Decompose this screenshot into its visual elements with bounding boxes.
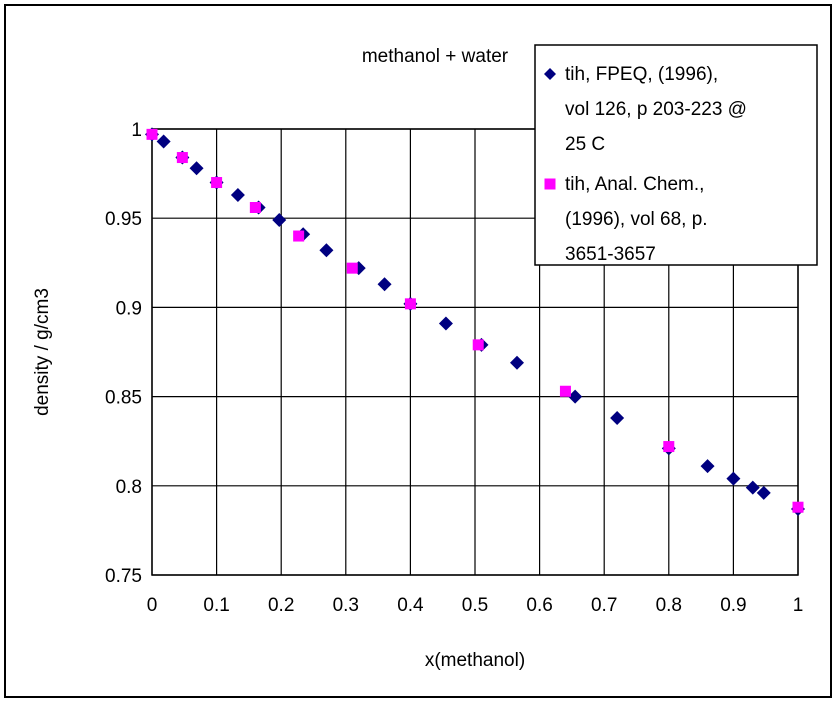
x-axis-title: x(methanol)	[425, 650, 525, 671]
chart-title: methanol + water	[362, 46, 509, 67]
data-point-diamond	[377, 277, 392, 292]
x-tick-label: 1	[793, 595, 804, 616]
legend-label: tih, Anal. Chem.,	[565, 174, 704, 195]
x-tick-label: 0	[147, 595, 158, 616]
legend-box	[534, 44, 818, 266]
y-tick-label: 0.9	[116, 298, 142, 319]
y-axis-title: density / g/cm3	[32, 288, 53, 416]
data-point-diamond	[319, 243, 334, 258]
data-point-diamond	[745, 480, 760, 495]
x-tick-label: 0.1	[203, 595, 229, 616]
legend-label: tih, FPEQ, (1996),	[565, 64, 718, 85]
legend-item-1: tih, FPEQ, (1996), vol 126, p 203-223 @ 25…	[544, 64, 747, 155]
data-point-diamond	[700, 459, 715, 474]
data-point-diamond	[610, 411, 625, 426]
x-tick-label: 0.9	[720, 595, 746, 616]
data-point-square	[211, 177, 223, 189]
x-tick-label: 0.6	[526, 595, 552, 616]
data-points	[145, 127, 805, 516]
data-point-square	[293, 230, 305, 242]
data-point-diamond	[438, 316, 453, 331]
legend-label: vol 126, p 203-223 @	[565, 99, 747, 120]
data-point-square	[346, 262, 358, 274]
legend-label: (1996), vol 68, p.	[565, 209, 708, 230]
series-2	[146, 128, 804, 513]
y-tick-label: 1	[131, 120, 142, 141]
data-point-square	[146, 128, 158, 140]
legend-marker-diamond	[544, 68, 556, 80]
data-point-square	[559, 385, 571, 397]
legend-item-2: tih, Anal. Chem., (1996), vol 68, p. 3651-…	[544, 174, 708, 265]
x-tick-label: 0.8	[656, 595, 682, 616]
data-point-diamond	[230, 188, 245, 203]
data-point-square	[404, 298, 416, 310]
x-tick-label: 0.2	[268, 595, 294, 616]
data-point-diamond	[272, 212, 287, 227]
data-point-square	[472, 339, 484, 351]
plot-area-border	[151, 128, 799, 576]
data-point-diamond	[189, 161, 204, 176]
x-tick-label: 0.5	[462, 595, 488, 616]
y-tick-label: 0.95	[105, 209, 142, 230]
legend-label: 3651-3657	[565, 244, 656, 265]
data-point-square	[249, 201, 261, 213]
data-point-diamond	[568, 389, 583, 404]
y-tick-label: 0.75	[105, 566, 142, 587]
y-tick-label: 0.8	[116, 477, 142, 498]
y-tick-label: 0.85	[105, 388, 142, 409]
y-tick-labels: 0.75 0.8 0.85 0.9 0.95 1	[105, 120, 142, 587]
data-point-diamond	[156, 134, 171, 149]
data-point-square	[792, 501, 804, 513]
data-point-diamond	[726, 471, 741, 486]
legend-marker-square	[544, 178, 556, 190]
legend-label: 25 C	[565, 134, 605, 155]
data-point-square	[176, 152, 188, 164]
x-tick-labels: 0 0.1 0.2 0.3 0.4 0.5 0.6 0.7 0.8 0.9 1	[147, 595, 804, 616]
x-tick-label: 0.4	[397, 595, 424, 616]
legend: tih, FPEQ, (1996), vol 126, p 203-223 @ 25…	[534, 44, 818, 266]
data-point-diamond	[509, 355, 524, 370]
x-tick-label: 0.7	[591, 595, 617, 616]
data-point-square	[663, 441, 675, 453]
data-point-diamond	[756, 485, 771, 500]
x-tick-label: 0.3	[333, 595, 359, 616]
